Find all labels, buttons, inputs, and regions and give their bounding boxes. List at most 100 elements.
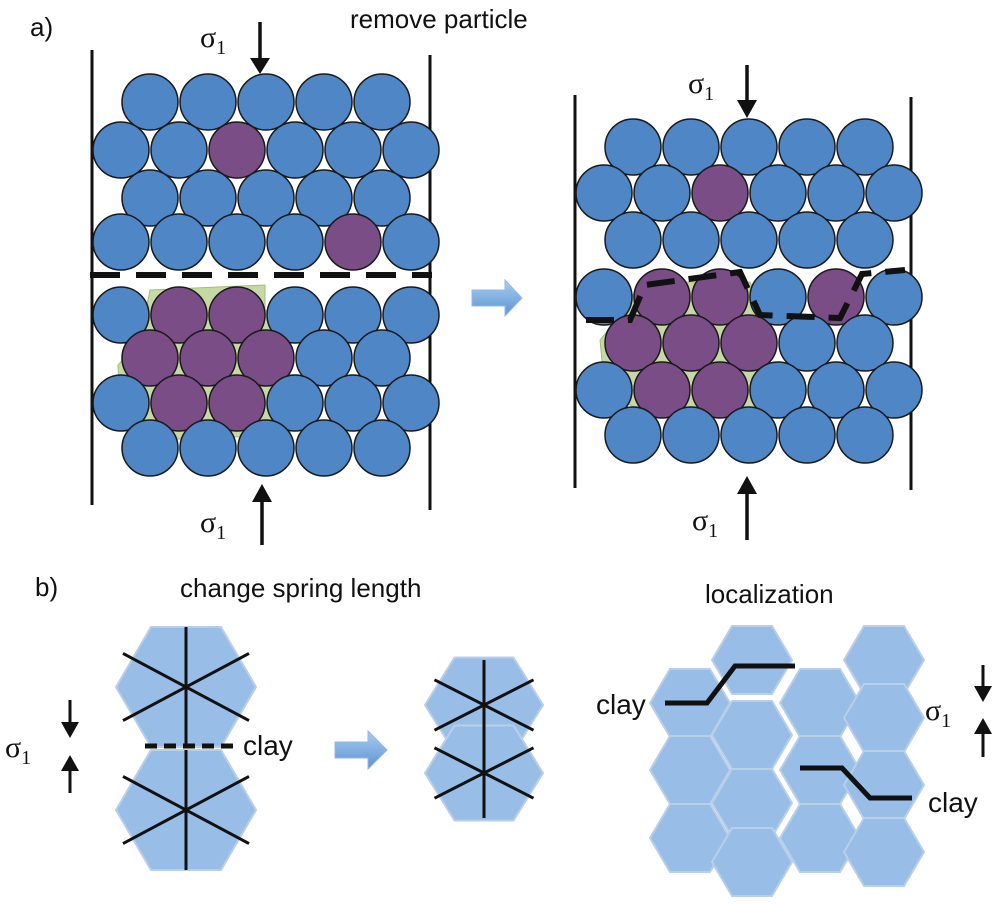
particle	[324, 286, 382, 344]
hexagon	[842, 683, 926, 753]
clay-particle	[691, 361, 749, 419]
particle	[575, 268, 633, 326]
sigma-compression-right: σ1	[925, 665, 992, 757]
spring	[433, 678, 535, 732]
transition-arrow-a	[471, 278, 523, 318]
clay-particle	[633, 361, 691, 419]
sigma1-label: σ1	[688, 67, 714, 105]
particle	[604, 211, 662, 269]
particle	[92, 213, 150, 271]
particle	[92, 374, 150, 432]
particle	[720, 406, 778, 464]
particle	[662, 211, 720, 269]
particle	[353, 169, 411, 227]
clay-label-lower: clay	[928, 787, 978, 818]
particle	[237, 73, 295, 131]
clay-particle	[604, 314, 662, 372]
clay-particle	[208, 286, 266, 344]
particle	[324, 374, 382, 432]
particle	[237, 169, 295, 227]
hexagon-pair-before	[114, 626, 258, 871]
sigma1-label: σ1	[200, 506, 226, 544]
particle	[575, 361, 633, 419]
sigma1-label: σ1	[692, 504, 718, 542]
sigma1-label: σ1	[200, 21, 226, 59]
sigma-arrow-bottom-left: σ1	[200, 484, 272, 545]
sigma1-label: σ1	[925, 694, 951, 732]
particle	[807, 164, 865, 222]
clay-particle	[208, 374, 266, 432]
particle	[778, 118, 836, 176]
particle	[121, 169, 179, 227]
remove-particle-caption: remove particle	[350, 4, 528, 34]
clay-particle	[179, 329, 237, 387]
clay-particle	[150, 286, 208, 344]
clay-particle	[324, 213, 382, 271]
particle	[865, 164, 923, 222]
hexagon	[710, 625, 794, 695]
particle	[150, 213, 208, 271]
particle	[92, 121, 150, 179]
clay-label-left: clay	[243, 730, 293, 761]
particle	[179, 419, 237, 477]
sigma-arrow-top-right: σ1	[688, 65, 757, 118]
particle	[295, 329, 353, 387]
particle	[295, 169, 353, 227]
particle	[382, 213, 440, 271]
particle	[749, 268, 807, 326]
clay-localization-path-upper	[665, 663, 795, 706]
particle	[208, 213, 266, 271]
sigma-arrow-top-left: σ1	[200, 21, 270, 74]
particle	[633, 164, 691, 222]
particle	[150, 121, 208, 179]
particle	[720, 118, 778, 176]
spring	[122, 652, 250, 722]
particle	[382, 374, 440, 432]
particle	[749, 361, 807, 419]
particle	[749, 164, 807, 222]
failure-plane-after	[586, 267, 906, 323]
particle	[382, 121, 440, 179]
particle	[836, 118, 894, 176]
clay-particle	[208, 121, 266, 179]
particle	[179, 73, 237, 131]
hexagon-pair-after	[423, 656, 545, 822]
particle	[266, 121, 324, 179]
clay-particle	[121, 329, 179, 387]
particle	[778, 314, 836, 372]
sigma-compression-left: σ1	[5, 700, 79, 793]
spring	[433, 746, 535, 800]
particle	[604, 406, 662, 464]
particle	[121, 419, 179, 477]
particle	[807, 361, 865, 419]
particle	[295, 73, 353, 131]
particle	[324, 121, 382, 179]
sigma-arrow-bottom-right: σ1	[692, 476, 757, 542]
particle	[575, 164, 633, 222]
particle	[266, 213, 324, 271]
particles-after	[575, 118, 923, 464]
clay-particle	[237, 329, 295, 387]
particle	[604, 118, 662, 176]
sigma1-label: σ1	[5, 731, 31, 769]
particle	[865, 361, 923, 419]
particle	[237, 419, 295, 477]
panel-a: a) remove particle σ1 σ1 σ1	[30, 4, 923, 545]
particle	[836, 314, 894, 372]
particle	[662, 118, 720, 176]
panel-b: b) change spring length localization cla…	[5, 572, 992, 897]
particle	[836, 211, 894, 269]
change-spring-length-caption: change spring length	[180, 573, 421, 603]
clay-particle	[807, 268, 865, 326]
hexagon	[778, 668, 862, 738]
particle	[266, 286, 324, 344]
hexagon	[710, 827, 794, 897]
particle	[121, 73, 179, 131]
particle	[179, 169, 237, 227]
hexagon	[842, 817, 926, 887]
particle	[662, 406, 720, 464]
particle	[92, 286, 150, 344]
particle	[720, 211, 778, 269]
transition-arrow-b	[334, 729, 388, 771]
